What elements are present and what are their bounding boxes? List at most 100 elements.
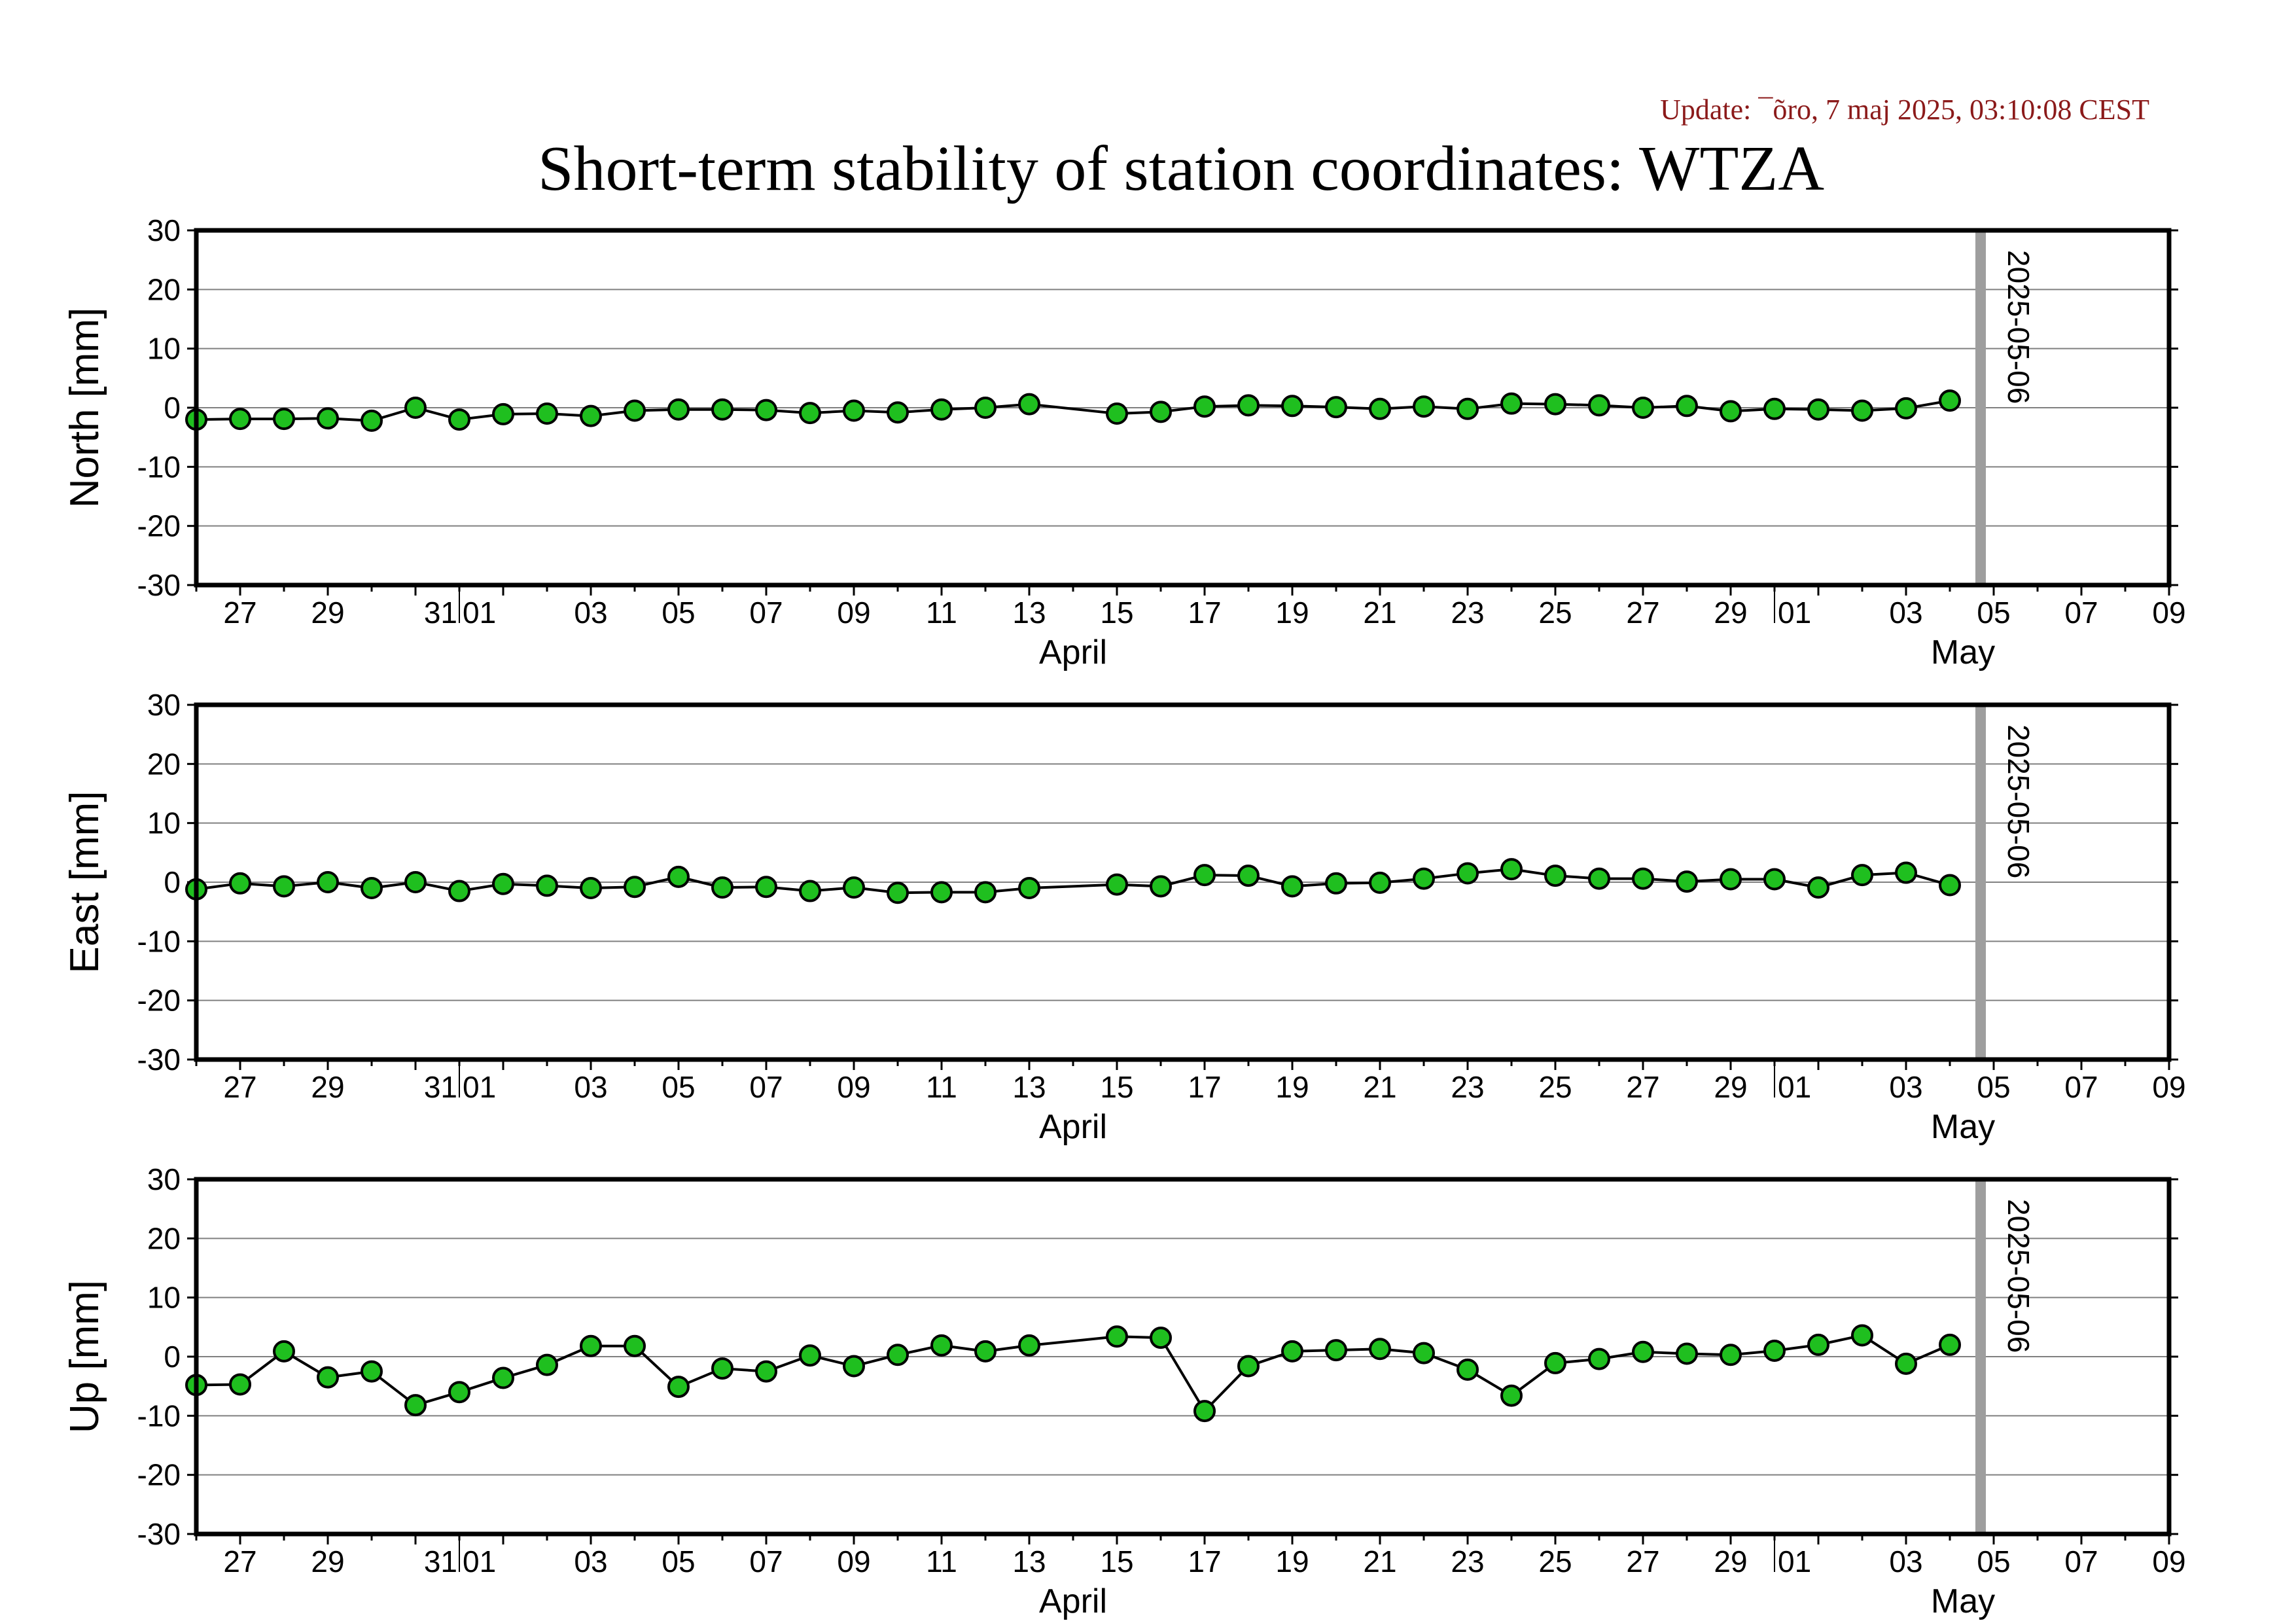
data-point (799, 1344, 821, 1367)
month-label: May (1931, 1582, 1995, 1620)
x-tick-label: 27 (223, 1070, 256, 1104)
x-tick-label: 05 (662, 1070, 695, 1104)
data-point (361, 877, 383, 900)
data-point (1457, 397, 1479, 420)
data-point (1851, 1324, 1873, 1347)
data-point (1281, 875, 1303, 898)
y-tick-label: 10 (147, 332, 181, 366)
month-label: April (1039, 1582, 1107, 1620)
data-point (1851, 864, 1873, 887)
y-tick-label: -10 (137, 450, 181, 484)
data-point (843, 1355, 865, 1378)
data-point (361, 1360, 383, 1383)
data-point (1457, 862, 1479, 885)
chart-title: Short-term stability of station coordina… (538, 134, 1824, 204)
x-tick-label: 27 (223, 1544, 256, 1578)
data-point (1457, 1358, 1479, 1381)
data-point (1369, 397, 1391, 420)
y-tick-label: -10 (137, 924, 181, 958)
data-point (755, 399, 777, 421)
data-point (1150, 401, 1172, 423)
y-tick-label: -20 (137, 984, 181, 1018)
x-tick-label: 09 (2152, 1544, 2185, 1578)
data-point (1632, 867, 1654, 890)
data-point (273, 1340, 295, 1363)
date-marker-label: 2025-05-06 (2002, 250, 2036, 404)
data-point (667, 398, 690, 421)
x-tick-label: 11 (926, 1070, 957, 1104)
data-point (1369, 871, 1391, 894)
data-point (1632, 1340, 1654, 1363)
data-point (1193, 395, 1216, 418)
data-point (799, 402, 821, 425)
data-point (1720, 1344, 1742, 1366)
data-point (667, 865, 690, 888)
data-point (1939, 1333, 1961, 1356)
y-tick-label: -20 (137, 1458, 181, 1492)
data-point (273, 408, 295, 431)
data-point (1193, 864, 1216, 887)
x-tick-label: 27 (1626, 1544, 1659, 1578)
data-point (930, 881, 953, 904)
x-tick-label: 27 (1626, 1070, 1659, 1104)
data-point (404, 1394, 427, 1417)
data-point (1807, 1333, 1829, 1356)
data-point (1676, 395, 1698, 418)
data-point (1763, 397, 1786, 420)
x-tick-label: 25 (1538, 596, 1572, 630)
data-point (492, 872, 514, 895)
x-tick-label: 17 (1188, 1070, 1221, 1104)
plot-frame (194, 228, 2172, 588)
data-point (536, 1353, 558, 1376)
x-tick-label: 07 (2064, 596, 2098, 630)
x-tick-label: 05 (1977, 1070, 2010, 1104)
x-tick-label: 13 (1012, 1544, 1046, 1578)
y-tick-label: 10 (147, 806, 181, 840)
data-point (974, 1340, 997, 1363)
x-tick-label: 01 (463, 1544, 496, 1578)
x-tick-label: 05 (1977, 596, 2010, 630)
data-point (1193, 1400, 1216, 1423)
data-point (1413, 1342, 1435, 1364)
month-label: April (1039, 1108, 1107, 1146)
plot-frame (194, 1177, 2172, 1537)
data-point (317, 871, 339, 893)
data-point (580, 877, 602, 900)
data-point (1544, 393, 1566, 416)
data-point (1939, 389, 1961, 412)
data-point (492, 1366, 514, 1389)
data-point (1500, 392, 1523, 415)
x-tick-label: 01 (1778, 1070, 1811, 1104)
y-tick-label: 10 (147, 1281, 181, 1315)
y-axis-label: East [mm] (62, 791, 107, 973)
data-point (711, 876, 733, 899)
data-point (1720, 868, 1742, 891)
date-marker-label: 2025-05-06 (2002, 1199, 2036, 1353)
data-point (1676, 870, 1698, 893)
x-tick-label: 03 (1889, 596, 1922, 630)
x-tick-label: 23 (1451, 1544, 1484, 1578)
update-text: Update: ¯õro, 7 maj 2025, 03:10:08 CEST (1660, 94, 2149, 126)
x-tick-label: 29 (1714, 1070, 1747, 1104)
x-tick-label: 09 (837, 596, 870, 630)
x-tick-label: 05 (662, 1544, 695, 1578)
x-tick-label: 17 (1188, 596, 1221, 630)
data-point (1325, 396, 1347, 419)
x-tick-label: 09 (837, 1070, 870, 1104)
data-point (624, 876, 646, 899)
data-point (273, 875, 295, 898)
x-tick-label: 11 (926, 596, 957, 630)
x-tick-label: 19 (1275, 596, 1309, 630)
x-tick-label: 21 (1363, 596, 1396, 630)
data-point (1632, 397, 1654, 419)
series-line (196, 399, 1951, 422)
data-point (1895, 1352, 1917, 1375)
data-point (887, 1344, 909, 1366)
data-point (1369, 1338, 1391, 1361)
x-tick-label: 27 (1626, 596, 1659, 630)
month-label: May (1931, 1108, 1995, 1146)
x-tick-label: 23 (1451, 596, 1484, 630)
x-tick-label: 07 (749, 1070, 783, 1104)
data-point (1413, 395, 1435, 418)
